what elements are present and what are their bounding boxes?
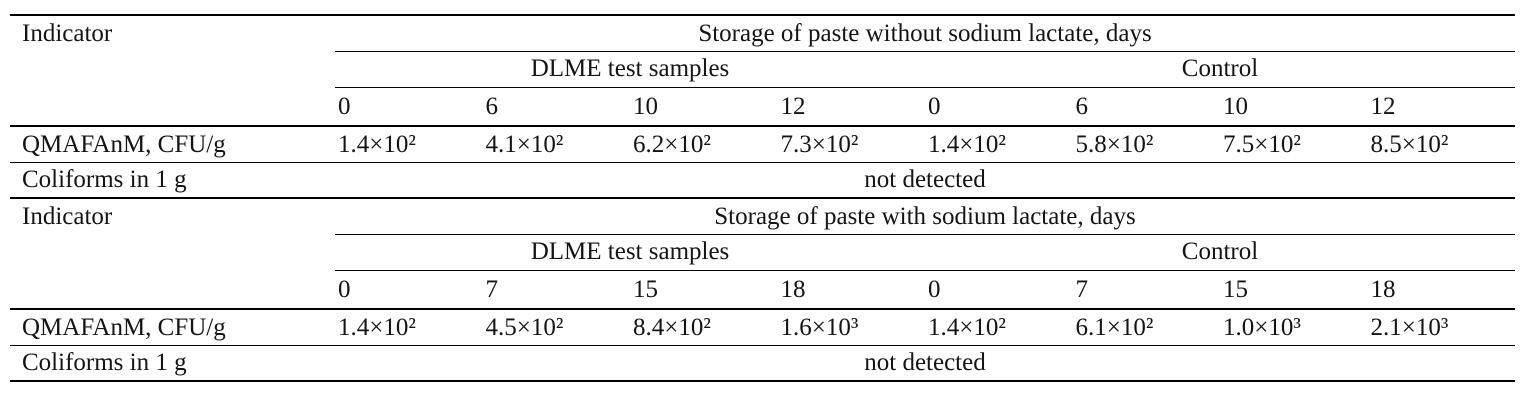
block1-control-group-header: Control [925,51,1515,88]
block1-indicator-label: Indicator [10,15,335,127]
block2-qmafanm-value-1: 1.4×10² [335,309,483,346]
block1-storage-header-row: Indicator Storage of paste without sodiu… [10,15,1515,127]
block2-qmafanm-value-2: 4.5×10² [482,309,630,346]
block1-qmafanm-row: QMAFAnM, CFU/g 1.4×10² 4.1×10² 6.2×10² 7… [10,126,1515,163]
block2-qmafanm-value-7: 1.0×10³ [1220,309,1368,346]
block1-day-control-1: 0 [925,87,1073,127]
block1-qmafanm-value-4: 7.3×10² [777,126,925,163]
block1-day-control-2: 6 [1072,87,1220,127]
block2-qmafanm-value-8: 2.1×10³ [1367,309,1515,346]
block2-coliforms-result: not detected [335,345,1515,382]
block2-group-header-row: DLME test samples Control [10,234,1515,271]
block1-days-row: 0 6 10 12 0 6 10 12 [10,87,1515,127]
block1-qmafanm-value-7: 7.5×10² [1220,126,1368,163]
storage-results-table-wrap: Indicator Storage of paste without sodiu… [0,14,1523,402]
block1-qmafanm-value-3: 6.2×10² [630,126,778,163]
block1-group-header-row: DLME test samples Control [10,51,1515,88]
block2-day-control-4: 18 [1367,270,1515,310]
storage-results-table: Indicator Storage of paste without sodiu… [10,14,1515,382]
block2-qmafanm-value-5: 1.4×10² [925,309,1073,346]
block2-day-control-3: 15 [1220,270,1368,310]
block2-day-dlme-3: 15 [630,270,778,310]
block1-qmafanm-value-2: 4.1×10² [482,126,630,163]
block2-day-control-2: 7 [1072,270,1220,310]
block2-indicator-label: Indicator [10,198,335,310]
block2-storage-header: Storage of paste with sodium lactate, da… [335,198,1515,235]
block1-qmafanm-label: QMAFAnM, CFU/g [10,126,335,163]
block2-qmafanm-value-3: 8.4×10² [630,309,778,346]
block1-dlme-group-header: DLME test samples [335,51,925,88]
block1-coliforms-label: Coliforms in 1 g [10,162,335,199]
block2-qmafanm-row: QMAFAnM, CFU/g 1.4×10² 4.5×10² 8.4×10² 1… [10,309,1515,346]
block2-dlme-group-header: DLME test samples [335,234,925,271]
block1-qmafanm-value-6: 5.8×10² [1072,126,1220,163]
block1-day-control-3: 10 [1220,87,1368,127]
block2-control-group-header: Control [925,234,1515,271]
block2-storage-header-row: Indicator Storage of paste with sodium l… [10,198,1515,310]
block2-day-dlme-4: 18 [777,270,925,310]
block2-day-dlme-1: 0 [335,270,483,310]
block1-qmafanm-value-8: 8.5×10² [1367,126,1515,163]
block1-day-dlme-4: 12 [777,87,925,127]
block2-day-dlme-2: 7 [482,270,630,310]
block2-day-control-1: 0 [925,270,1073,310]
block1-qmafanm-value-1: 1.4×10² [335,126,483,163]
block1-day-dlme-3: 10 [630,87,778,127]
block1-day-dlme-2: 6 [482,87,630,127]
block2-coliforms-row: Coliforms in 1 g not detected [10,345,1515,382]
block2-qmafanm-label: QMAFAnM, CFU/g [10,309,335,346]
block1-qmafanm-value-5: 1.4×10² [925,126,1073,163]
block2-coliforms-label: Coliforms in 1 g [10,345,335,382]
block1-day-control-4: 12 [1367,87,1515,127]
block2-days-row: 0 7 15 18 0 7 15 18 [10,270,1515,310]
block1-day-dlme-1: 0 [335,87,483,127]
block1-coliforms-result: not detected [335,162,1515,199]
block2-qmafanm-value-4: 1.6×10³ [777,309,925,346]
block2-qmafanm-value-6: 6.1×10² [1072,309,1220,346]
block1-coliforms-row: Coliforms in 1 g not detected [10,162,1515,199]
block1-storage-header: Storage of paste without sodium lactate,… [335,15,1515,52]
